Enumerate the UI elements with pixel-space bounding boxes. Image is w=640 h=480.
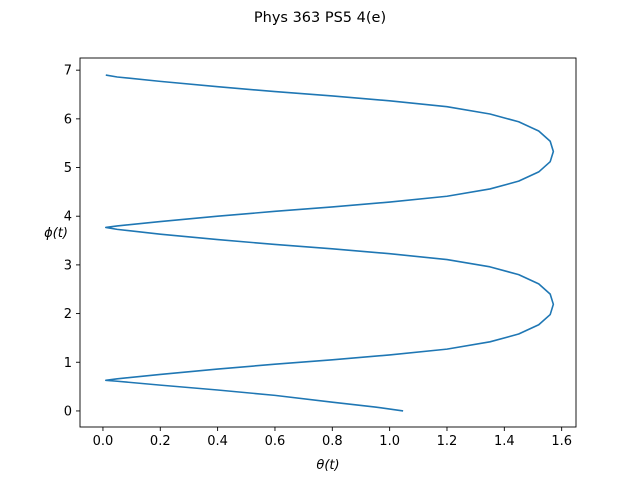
x-tick-label: 0.2	[150, 434, 171, 449]
x-tick-label: 1.4	[494, 434, 515, 449]
y-tick-label: 6	[64, 112, 72, 127]
x-tick-label: 0.8	[322, 434, 343, 449]
axes-frame	[79, 57, 577, 428]
series-line-0	[105, 74, 555, 412]
y-tick-label: 2	[64, 307, 72, 322]
y-tick-label: 1	[64, 356, 72, 371]
chart-title: Phys 363 PS5 4(e)	[254, 10, 386, 26]
y-tick-label: 4	[64, 210, 72, 225]
x-tick-label: 0.4	[207, 434, 228, 449]
y-axis-label: ϕ(t)	[44, 226, 68, 241]
x-tick-label: 1.2	[437, 434, 458, 449]
x-axis-label: θ(t)	[316, 458, 339, 473]
x-tick-label: 1.0	[379, 434, 400, 449]
x-tick-label: 0.0	[93, 434, 114, 449]
plot-area: 0.0 0.2 0.4 0.6 0.8 1.0 1.2 1.4 1.6 0 1 2 3 4 5 6 7	[64, 57, 577, 449]
y-tick-label: 7	[64, 64, 72, 79]
x-tick-label: 0.6	[265, 434, 286, 449]
x-tick-label: 1.6	[551, 434, 572, 449]
y-tick-label: 0	[64, 404, 72, 419]
y-tick-label: 5	[64, 161, 72, 176]
y-tick-label: 3	[64, 258, 72, 273]
